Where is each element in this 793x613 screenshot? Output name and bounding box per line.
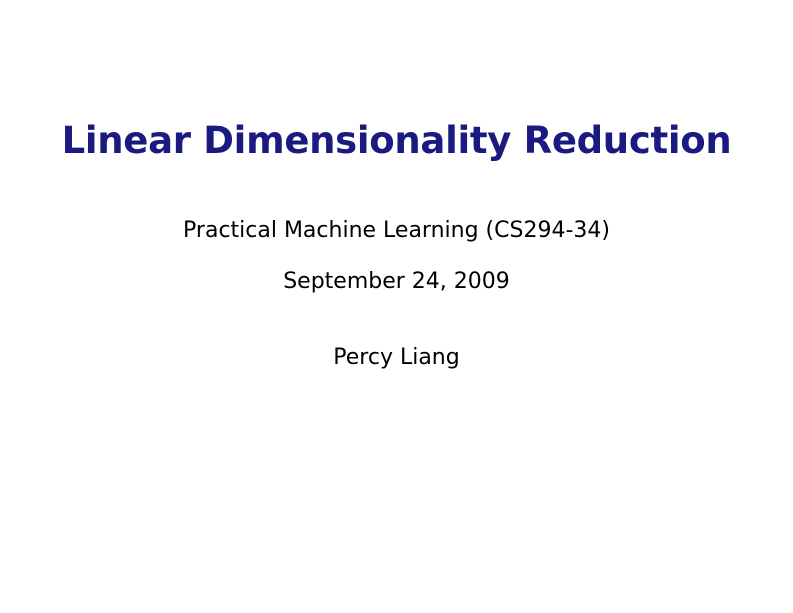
author-name: Percy Liang bbox=[333, 345, 460, 370]
slide-title: Linear Dimensionality Reduction bbox=[61, 119, 732, 162]
presentation-date: September 24, 2009 bbox=[283, 269, 510, 294]
course-subtitle: Practical Machine Learning (CS294-34) bbox=[183, 218, 610, 243]
